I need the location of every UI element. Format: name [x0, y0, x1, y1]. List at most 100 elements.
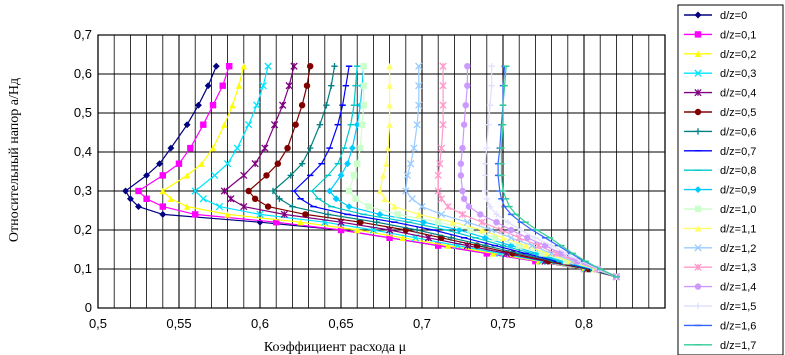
data-point [198, 160, 205, 167]
legend-item: d/z=1,5 [684, 301, 756, 313]
grid [97, 34, 666, 309]
data-point [437, 195, 446, 203]
legend-item: d/z=1,0 [684, 204, 756, 216]
data-point [515, 234, 523, 242]
data-point [245, 187, 252, 195]
data-point [354, 160, 361, 167]
axes [97, 34, 666, 309]
data-point [156, 160, 164, 168]
data-point [435, 242, 442, 249]
series-5 [220, 62, 621, 281]
data-point [460, 195, 468, 202]
legend-marker [694, 11, 702, 19]
data-point [337, 171, 345, 179]
data-point [221, 121, 228, 128]
legend: d/z=0 d/z=0,1 d/z=0,2 d/z=0,3 d/z=0,4 d/z=0,5… [677, 4, 784, 355]
data-point [459, 144, 466, 152]
series-9 [308, 65, 620, 278]
data-point [307, 144, 314, 152]
data-point [360, 63, 367, 70]
data-point [229, 102, 236, 109]
data-point [486, 102, 494, 109]
data-point [379, 172, 387, 179]
data-point [504, 219, 512, 226]
data-point [251, 195, 259, 202]
data-point [175, 160, 183, 167]
data-point [402, 187, 410, 195]
data-point [467, 226, 474, 234]
data-point [274, 160, 282, 167]
legend-item: d/z=0,5 [684, 107, 756, 119]
data-point [199, 195, 207, 203]
legend-label: d/z=0,2 [720, 49, 756, 61]
data-point [287, 172, 294, 179]
data-point [376, 210, 384, 218]
data-point [345, 203, 353, 211]
data-point [381, 195, 388, 202]
data-point [486, 203, 494, 210]
data-point [212, 62, 220, 70]
series-18 [498, 65, 620, 278]
data-point [264, 203, 272, 210]
data-point [517, 226, 525, 234]
legend-marker [694, 244, 702, 252]
data-point [159, 187, 166, 195]
data-point [209, 144, 217, 152]
legend-marker [694, 69, 702, 77]
plot-lines [121, 62, 621, 281]
data-point [240, 171, 248, 180]
y-tick-label: 0,5 [74, 105, 92, 120]
data-point [135, 187, 142, 195]
legend-marker [694, 31, 702, 38]
legend-marker [694, 50, 702, 57]
legend-label: d/z=1,7 [720, 340, 756, 352]
data-point [481, 187, 489, 195]
data-point [463, 218, 472, 226]
legend-marker [694, 263, 702, 271]
legend-label: d/z=1,3 [720, 262, 756, 274]
data-point [413, 121, 421, 129]
data-point [538, 250, 546, 257]
legend-label: d/z=1,6 [720, 320, 756, 332]
data-point [167, 144, 175, 152]
data-point [256, 210, 264, 219]
x-tick-label: 0,7 [413, 316, 431, 331]
data-point [386, 82, 393, 89]
data-point [326, 187, 334, 195]
legend-item: d/z=0,2 [684, 49, 756, 61]
data-point [279, 101, 287, 109]
data-point [352, 195, 359, 202]
legend-label: d/z=0,4 [720, 88, 756, 100]
data-point [220, 187, 229, 195]
data-point [447, 234, 455, 241]
legend-label: d/z=0,8 [720, 165, 756, 177]
data-point [292, 121, 299, 128]
data-point [226, 63, 233, 70]
data-point [488, 226, 496, 234]
series-6 [245, 62, 620, 280]
legend-label: d/z=0,9 [720, 185, 756, 197]
y-tick-label: 0,4 [74, 144, 92, 159]
data-point [219, 82, 226, 89]
data-point [261, 144, 269, 152]
data-point [307, 62, 314, 70]
data-point [331, 63, 338, 70]
plot-frame [97, 34, 666, 309]
data-point [464, 82, 471, 89]
x-tick-label: 0,65 [328, 316, 353, 331]
data-point [298, 160, 306, 167]
data-point [183, 203, 191, 210]
data-point [240, 63, 247, 70]
data-point [437, 144, 446, 152]
data-point [434, 187, 442, 195]
data-point [488, 63, 495, 70]
data-point [245, 121, 253, 129]
data-point [358, 121, 366, 128]
data-point [143, 171, 151, 179]
legend-item: d/z=0,4 [684, 88, 756, 100]
data-point [407, 160, 415, 168]
data-point [483, 250, 490, 257]
data-point [449, 219, 456, 226]
data-point [273, 219, 280, 226]
data-point [415, 82, 423, 90]
